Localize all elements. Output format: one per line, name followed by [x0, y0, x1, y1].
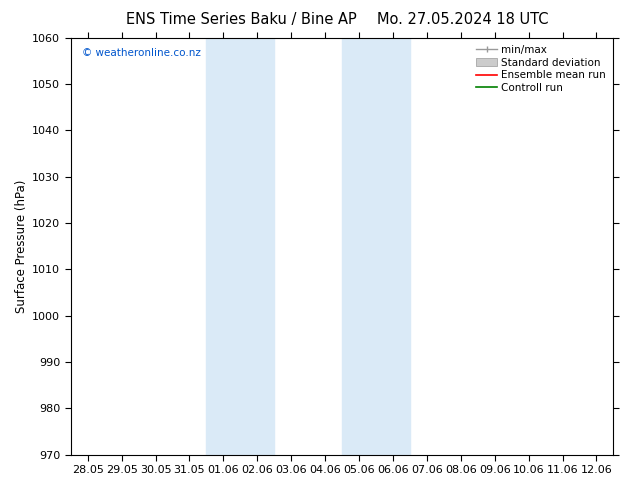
Legend: min/max, Standard deviation, Ensemble mean run, Controll run: min/max, Standard deviation, Ensemble me… — [474, 43, 608, 95]
Text: Mo. 27.05.2024 18 UTC: Mo. 27.05.2024 18 UTC — [377, 12, 548, 27]
Y-axis label: Surface Pressure (hPa): Surface Pressure (hPa) — [15, 179, 28, 313]
Text: ENS Time Series Baku / Bine AP: ENS Time Series Baku / Bine AP — [126, 12, 356, 27]
Bar — [207, 38, 275, 455]
Text: © weatheronline.co.nz: © weatheronline.co.nz — [82, 48, 200, 58]
Bar — [342, 38, 410, 455]
